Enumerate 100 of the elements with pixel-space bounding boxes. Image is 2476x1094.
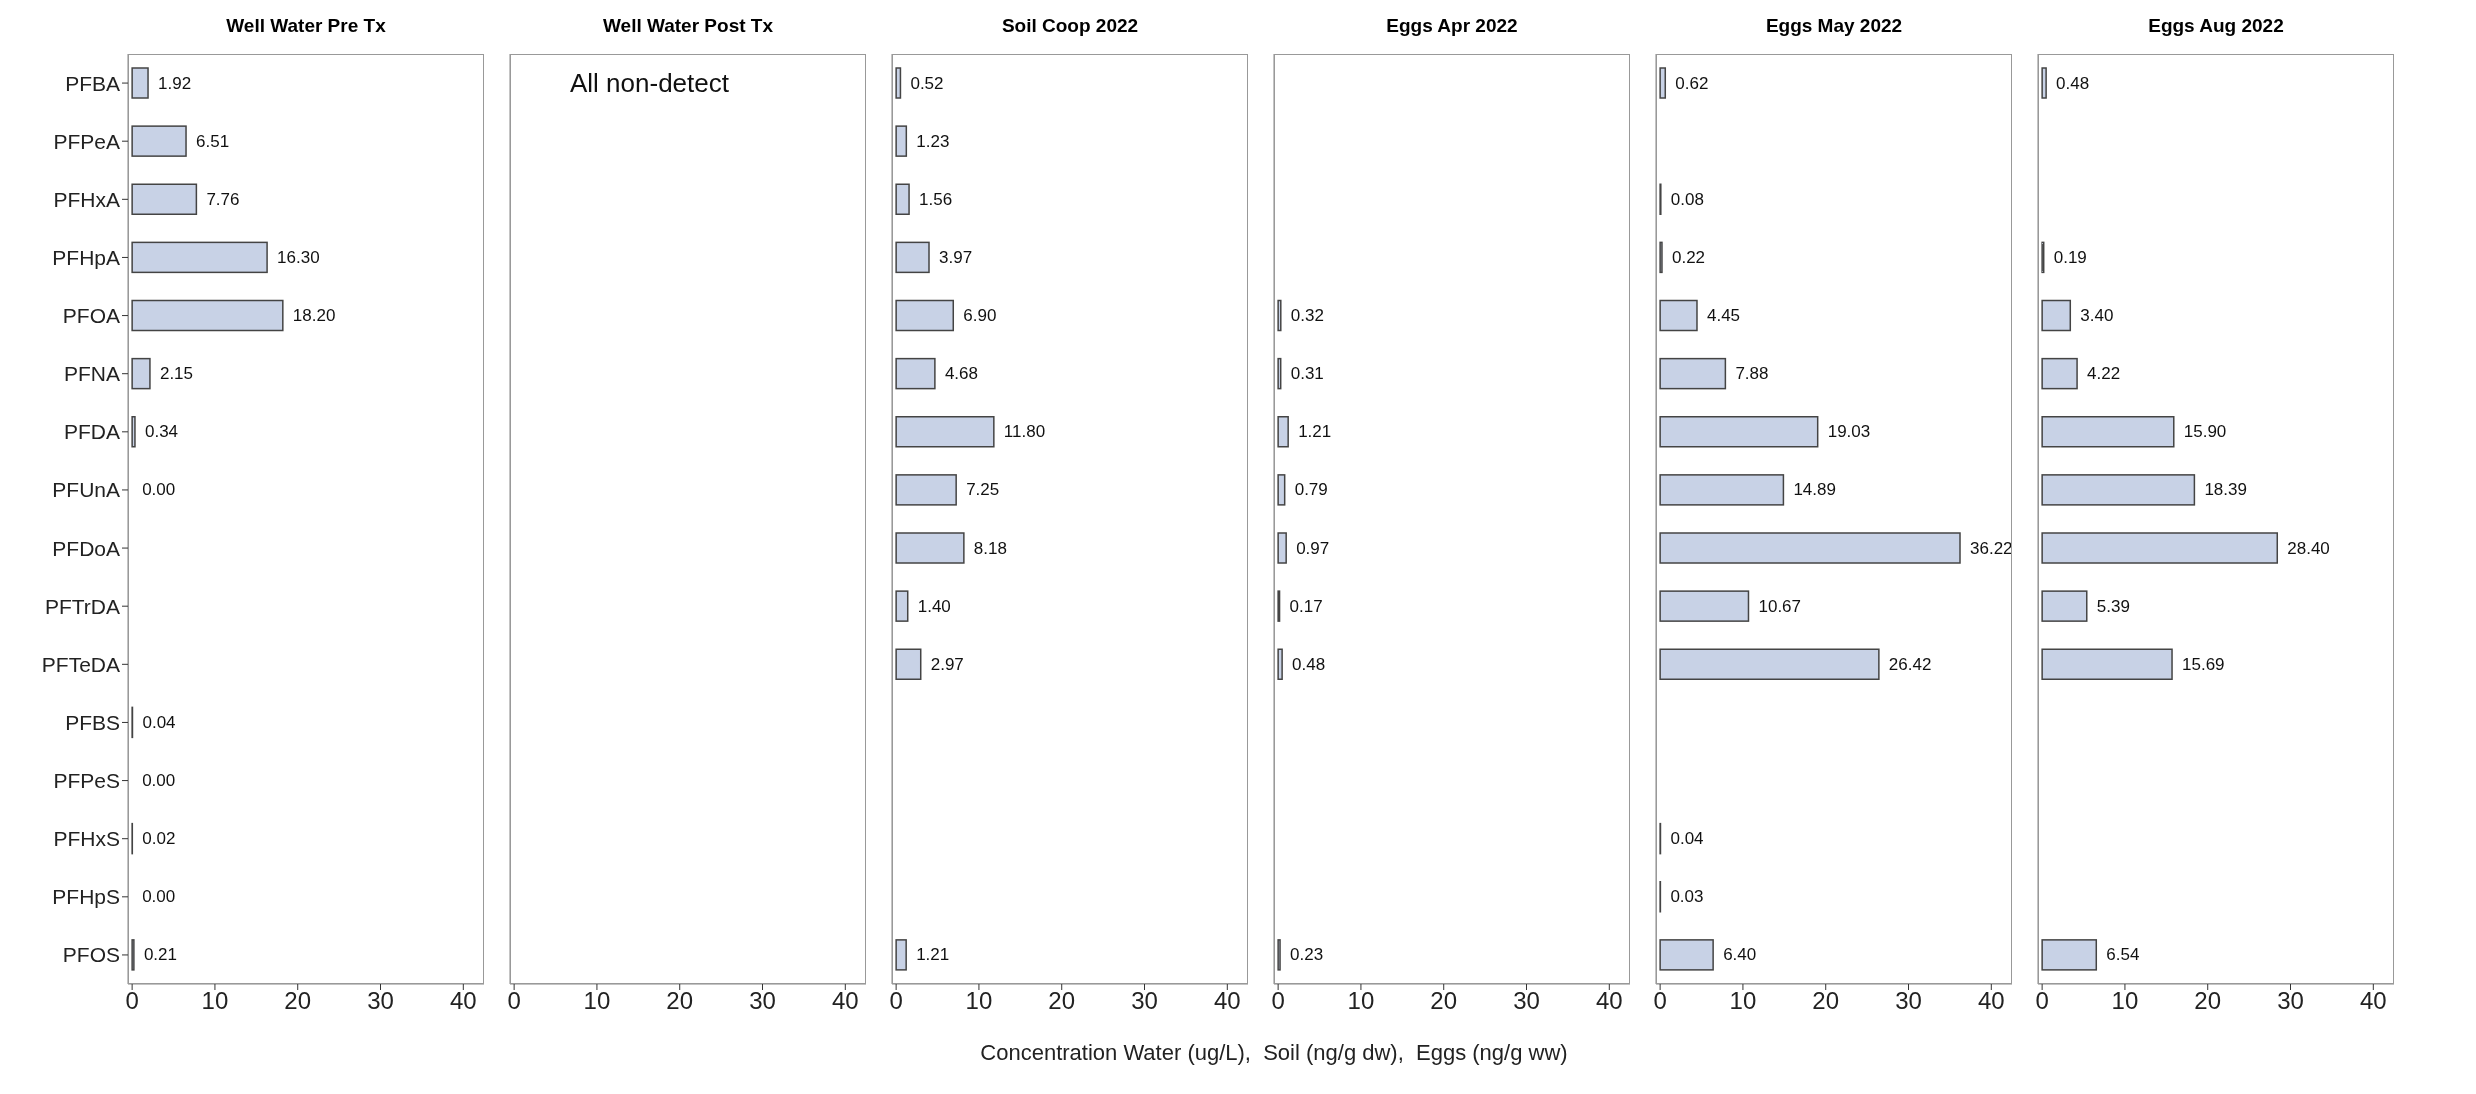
- bar: [2041, 590, 2088, 622]
- y-tick-label: PFTeDA: [41, 652, 120, 676]
- data-label: 3.40: [2080, 306, 2114, 325]
- chart-title: Eggs May 2022: [1764, 14, 1904, 38]
- data-label: 1.21: [916, 945, 950, 965]
- bar: [895, 67, 902, 99]
- bar: [1659, 416, 1819, 448]
- bar: [2041, 474, 2196, 506]
- x-tick-label: 10: [583, 987, 611, 1015]
- bar: [2041, 357, 2078, 390]
- x-tick-label: 40: [2359, 987, 2387, 1015]
- bar: [1659, 532, 1961, 564]
- data-label: 0.48: [1292, 654, 1326, 674]
- data-label: 15.90: [2183, 422, 2227, 442]
- data-label: 1.56: [919, 189, 953, 209]
- bar: [895, 590, 909, 622]
- y-tick-label: PFHxS: [53, 827, 120, 851]
- x-tick-label: 30: [1895, 987, 1922, 1015]
- data-label: 6.40: [1723, 945, 1757, 965]
- bar: [895, 357, 936, 390]
- data-label: 4.22: [2087, 364, 2121, 384]
- y-tick-label: PFDA: [63, 420, 120, 444]
- data-label: 18.20: [292, 306, 336, 325]
- bar: [895, 939, 907, 971]
- bar: [1659, 357, 1727, 390]
- bar: [895, 241, 930, 274]
- bar: [131, 67, 149, 99]
- bar: [131, 125, 187, 157]
- data-label: 0.00: [142, 771, 176, 790]
- data-label: 0.17: [1289, 596, 1323, 616]
- y-tick-label: PFTrDA: [44, 594, 120, 618]
- data-label: 0.79: [1294, 480, 1328, 500]
- bar: [131, 299, 284, 332]
- x-tick-label: 20: [2194, 987, 2222, 1015]
- x-tick-label: 30: [367, 987, 394, 1015]
- bar: [1659, 67, 1667, 99]
- data-label: 0.48: [2056, 73, 2090, 93]
- data-label: 2.15: [159, 364, 194, 384]
- data-label: 8.18: [973, 538, 1007, 558]
- x-tick-label: 0: [125, 987, 139, 1015]
- data-label: 3.97: [939, 247, 973, 267]
- y-tick-label: PFHxA: [53, 187, 120, 211]
- data-label: 0.04: [1670, 829, 1704, 849]
- x-tick-label: 0: [2035, 987, 2049, 1015]
- data-label: 5.39: [2096, 596, 2130, 616]
- data-label: 0.02: [142, 829, 176, 849]
- data-label: 1.92: [158, 73, 192, 93]
- data-label: 6.51: [196, 131, 230, 151]
- bar: [131, 183, 198, 215]
- y-tick-label: PFHpS: [52, 885, 120, 909]
- data-label: 7.88: [1735, 364, 1769, 384]
- x-tick-label: 30: [1131, 987, 1158, 1015]
- data-label: 0.62: [1675, 73, 1709, 93]
- x-tick-label: 40: [449, 987, 477, 1015]
- y-tick-label: PFOA: [62, 304, 120, 328]
- x-tick-label: 30: [2277, 987, 2304, 1015]
- data-label: 0.08: [1670, 189, 1704, 209]
- bar: [895, 299, 955, 332]
- data-label: 19.03: [1827, 422, 1871, 442]
- data-label: 36.22: [1970, 538, 2013, 558]
- data-label: 0.03: [1670, 887, 1704, 907]
- bar: [2041, 299, 2072, 332]
- chart-title: Well Water Pre Tx: [225, 14, 387, 38]
- x-tick-label: 20: [666, 987, 694, 1015]
- data-label: 16.30: [277, 247, 320, 267]
- data-label: 4.45: [1706, 306, 1741, 325]
- data-label: 0.31: [1290, 364, 1324, 384]
- bar: [895, 416, 995, 448]
- x-tick-label: 40: [1977, 987, 2005, 1015]
- x-tick-label: 20: [1430, 987, 1458, 1015]
- bar: [1659, 939, 1714, 971]
- bar: [131, 416, 136, 448]
- x-tick-label: 10: [201, 987, 229, 1015]
- x-tick-label: 20: [1048, 987, 1076, 1015]
- data-label: 1.40: [917, 596, 951, 616]
- bar: [2041, 416, 2175, 448]
- bar: [2041, 67, 2047, 99]
- y-tick-label: PFUnA: [52, 478, 120, 502]
- data-label: 7.76: [206, 189, 240, 209]
- x-tick-label: 30: [749, 987, 776, 1015]
- data-label: 4.68: [944, 364, 978, 384]
- bar: [1659, 648, 1880, 680]
- y-tick-label: PFNA: [63, 362, 120, 386]
- data-label: 0.52: [910, 73, 944, 93]
- x-tick-label: 40: [831, 987, 859, 1015]
- bar: [131, 357, 151, 390]
- x-tick-label: 40: [1213, 987, 1241, 1015]
- x-tick-label: 10: [2111, 987, 2139, 1015]
- y-tick-label: PFOS: [62, 943, 120, 967]
- data-label: 0.23: [1290, 945, 1324, 965]
- x-tick-label: 10: [1729, 987, 1757, 1015]
- data-label: 28.40: [2287, 538, 2330, 558]
- x-tick-label: 20: [284, 987, 312, 1015]
- data-label: 1.23: [916, 131, 950, 151]
- data-label: 0.34: [144, 422, 179, 442]
- y-tick-label: PFPeS: [53, 769, 120, 793]
- chart-title: Soil Coop 2022: [1000, 14, 1140, 38]
- bar: [895, 532, 965, 564]
- data-label: 0.22: [1671, 247, 1706, 267]
- data-label: 0.00: [142, 480, 176, 500]
